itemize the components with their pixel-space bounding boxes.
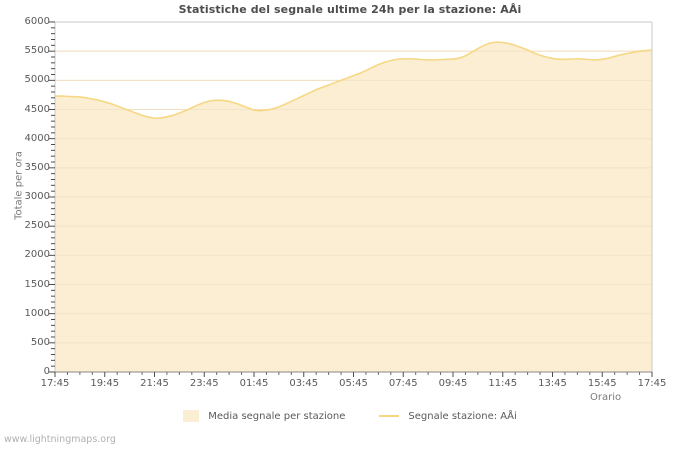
legend-item-line: Segnale stazione: AÅi — [379, 410, 517, 422]
x-tick-label: 15:45 — [587, 378, 617, 389]
x-tick-label: 07:45 — [388, 378, 418, 389]
x-tick-label: 09:45 — [438, 378, 468, 389]
x-tick-label: 05:45 — [339, 378, 368, 389]
chart-legend: Media segnale per stazione Segnale stazi… — [0, 410, 700, 422]
y-tick-label: 3000 — [24, 191, 50, 202]
x-tick-label: 21:45 — [140, 378, 169, 389]
y-axis-tick-labels: 0 500 1000 1500 2000 2500 3000 3500 4000 4500 5000… — [0, 0, 50, 450]
y-tick-label: 5500 — [24, 45, 50, 57]
y-tick-label: 1500 — [24, 278, 50, 290]
y-tick-label: 500 — [30, 336, 50, 348]
legend-label-line: Segnale stazione: AÅi — [408, 410, 517, 422]
area-swatch-icon — [183, 410, 200, 422]
x-tick-label: 13:45 — [538, 378, 567, 389]
legend-label-area: Media segnale per stazione — [208, 410, 346, 422]
legend-item-area: Media segnale per stazione — [183, 410, 345, 422]
y-tick-label: 4500 — [24, 103, 50, 115]
y-tick-label: 4000 — [24, 132, 50, 144]
x-tick-label: 03:45 — [289, 378, 319, 389]
x-tick-label: 17:45 — [637, 378, 667, 389]
y-tick-label: 6000 — [24, 16, 50, 27]
x-tick-label: 01:45 — [239, 378, 269, 389]
x-axis-label: Orario — [590, 392, 622, 403]
y-tick-label: 2500 — [24, 220, 50, 232]
watermark: www.lightningmaps.org — [4, 434, 116, 445]
y-tick-label: 1000 — [24, 307, 50, 319]
line-swatch-icon — [379, 415, 400, 417]
x-tick-label: 23:45 — [189, 378, 219, 389]
x-tick-label: 19:45 — [90, 378, 120, 389]
y-tick-label: 0 — [43, 366, 50, 377]
y-tick-label: 3500 — [24, 161, 50, 173]
x-tick-label: 11:45 — [488, 378, 518, 389]
y-tick-label: 2000 — [24, 249, 50, 261]
page-title: Statistiche del segnale ultime 24h per l… — [178, 3, 522, 16]
y-tick-label: 5000 — [24, 74, 50, 86]
x-tick-label: 17:45 — [40, 378, 70, 389]
